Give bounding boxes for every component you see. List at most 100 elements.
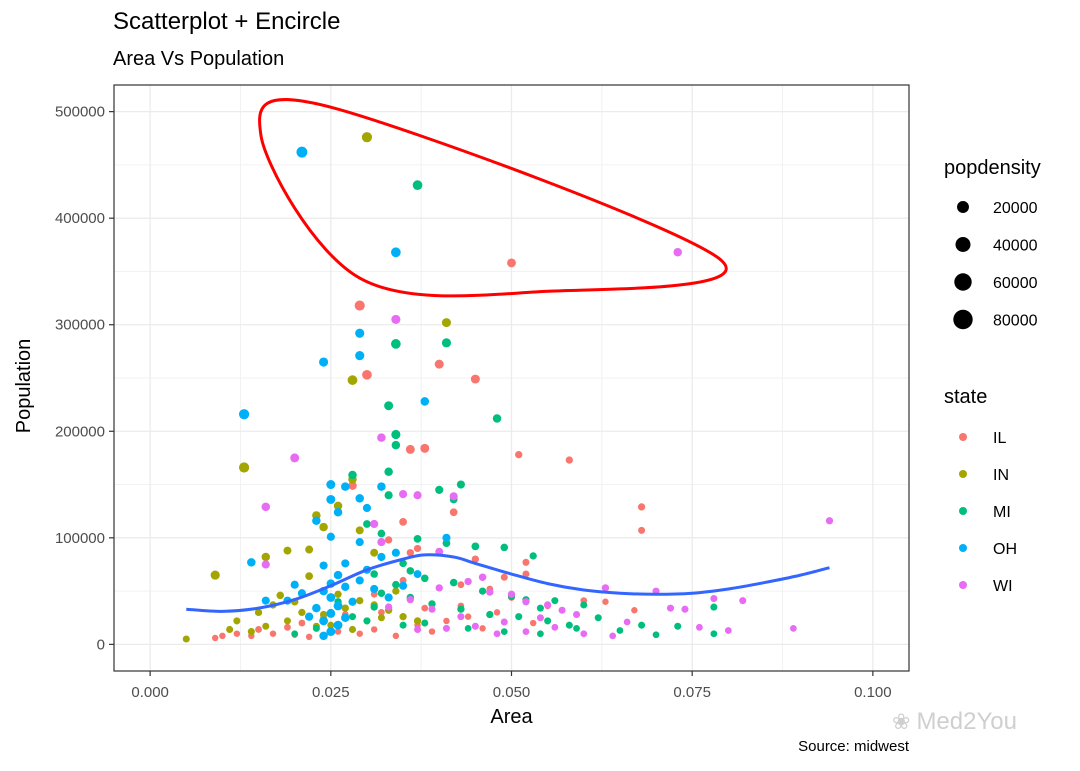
x-tick-label: 0.100 — [854, 684, 892, 701]
data-point-oh — [362, 503, 372, 513]
y-tick-label: 200000 — [55, 423, 105, 440]
data-point-in — [399, 613, 407, 621]
data-point-il — [354, 300, 365, 311]
x-tick-label: 0.000 — [131, 684, 169, 701]
chart-title: Scatterplot + Encircle — [113, 8, 341, 35]
data-point-in — [413, 617, 422, 625]
data-point-mi — [492, 414, 502, 423]
data-point-wi — [696, 623, 703, 631]
data-point-oh — [399, 581, 408, 590]
data-point-mi — [486, 610, 494, 619]
data-point-mi — [449, 578, 458, 587]
data-point-mi — [565, 621, 573, 629]
data-point-oh — [296, 146, 308, 158]
data-point-mi — [464, 624, 472, 632]
data-point-mi — [536, 604, 544, 612]
data-point-il — [449, 508, 458, 517]
data-point-wi — [573, 611, 581, 619]
x-tick-label: 0.050 — [493, 684, 531, 701]
data-point-il — [464, 613, 472, 620]
data-point-in — [276, 591, 284, 600]
data-point-in — [441, 318, 451, 328]
data-point-il — [255, 626, 262, 633]
data-point-in — [334, 590, 342, 598]
data-point-wi — [413, 491, 422, 500]
color-legend-key — [959, 470, 967, 478]
data-points — [182, 132, 834, 643]
y-tick-label: 500000 — [55, 104, 105, 121]
color-legend-key — [959, 433, 967, 441]
legend: popdensity 20000 40000 60000 80000 state IL… — [944, 157, 1041, 595]
data-point-mi — [391, 429, 401, 440]
data-point-mi — [456, 480, 465, 489]
data-point-il — [399, 517, 407, 526]
data-point-mi — [363, 520, 371, 528]
data-point-wi — [384, 603, 393, 611]
data-point-in — [347, 375, 358, 385]
color-legend-title: state — [944, 386, 987, 408]
data-point-in — [341, 604, 349, 612]
data-point-mi — [710, 630, 718, 638]
data-point-in — [319, 522, 328, 532]
data-point-mi — [478, 587, 487, 595]
data-point-mi — [674, 622, 682, 630]
data-point-in — [355, 526, 364, 535]
data-point-in — [370, 548, 379, 557]
data-point-oh — [326, 593, 336, 602]
data-point-wi — [428, 605, 436, 613]
data-point-in — [210, 570, 220, 580]
data-point-oh — [247, 558, 256, 567]
data-point-mi — [551, 597, 559, 605]
data-point-mi — [384, 467, 393, 477]
data-point-oh — [312, 516, 321, 526]
data-point-wi — [449, 492, 458, 501]
data-point-mi — [413, 535, 422, 543]
color-legend-key — [959, 581, 967, 589]
data-point-mi — [384, 491, 393, 500]
y-tick-label: 400000 — [55, 210, 105, 227]
data-point-in — [356, 597, 364, 605]
data-point-in — [182, 635, 190, 643]
y-tick-label: 100000 — [55, 530, 105, 547]
color-legend-label: WI — [993, 578, 1013, 595]
data-point-oh — [261, 596, 270, 605]
data-point-il — [406, 549, 414, 557]
color-legend-label: IL — [993, 430, 1006, 447]
data-point-wi — [558, 606, 566, 614]
x-axis-title: Area — [490, 706, 533, 728]
data-point-mi — [399, 621, 407, 629]
data-point-oh — [326, 494, 336, 504]
data-point-wi — [478, 573, 487, 582]
data-point-wi — [486, 588, 494, 596]
data-point-mi — [377, 529, 386, 538]
data-point-mi — [412, 180, 423, 191]
data-point-il — [631, 607, 638, 614]
data-point-mi — [435, 485, 444, 494]
data-point-mi — [312, 624, 320, 632]
data-point-wi — [522, 628, 530, 635]
data-point-oh — [319, 561, 328, 570]
data-point-wi — [666, 604, 675, 612]
data-point-il — [378, 609, 385, 616]
data-point-mi — [421, 619, 429, 627]
data-point-wi — [789, 624, 797, 632]
data-point-il — [392, 632, 400, 640]
data-point-mi — [348, 470, 357, 480]
data-point-il — [233, 630, 241, 637]
data-point-in — [377, 614, 385, 622]
data-point-oh — [377, 482, 386, 491]
data-point-in — [226, 625, 234, 633]
data-point-oh — [355, 576, 364, 585]
data-point-in — [261, 552, 271, 562]
data-point-oh — [333, 620, 343, 630]
data-point-il — [284, 623, 291, 631]
data-point-wi — [601, 584, 610, 592]
data-point-oh — [326, 532, 335, 541]
data-point-il — [529, 619, 537, 627]
data-point-mi — [616, 627, 624, 634]
data-point-il — [470, 374, 480, 384]
data-point-mi — [348, 613, 357, 621]
data-point-mi — [515, 613, 523, 621]
data-point-oh — [442, 533, 451, 542]
color-legend-key — [959, 507, 967, 515]
